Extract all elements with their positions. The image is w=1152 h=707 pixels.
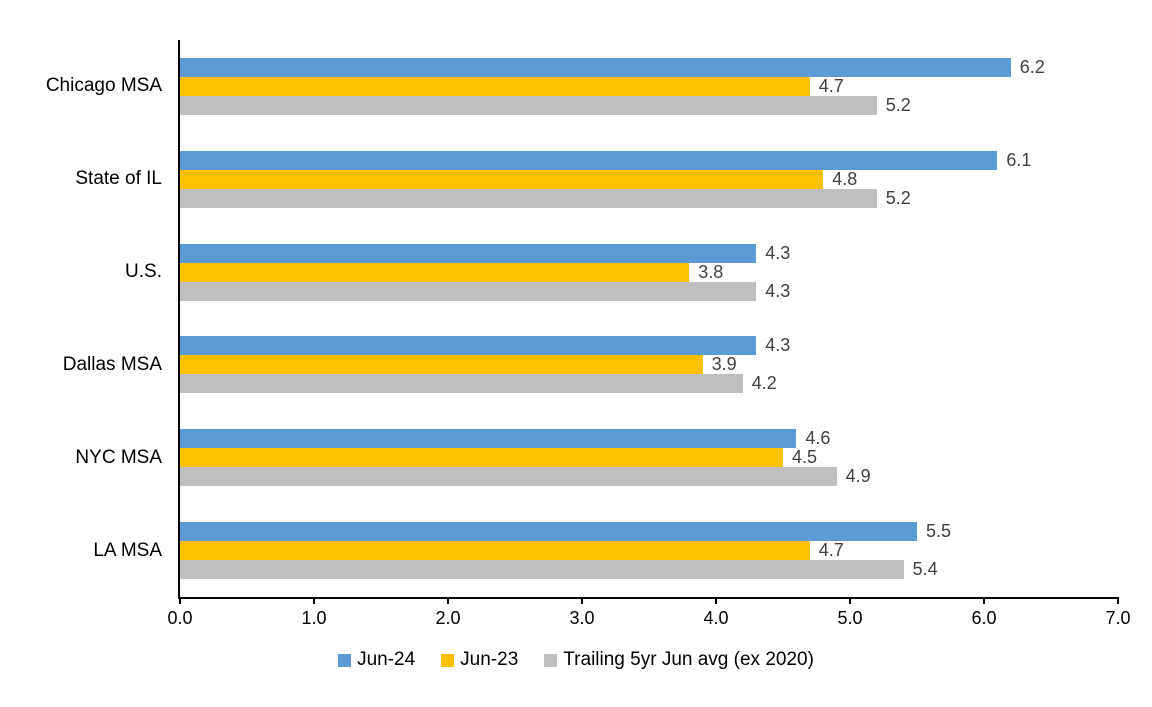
tick-mark [849,597,851,604]
data-label: 4.2 [751,373,777,394]
data-label: 6.1 [1006,149,1032,170]
bar-line: 4.3 [180,335,1118,356]
category-label: Chicago MSA [45,75,162,97]
data-label: 4.3 [765,280,791,301]
bar [180,169,824,189]
bar [180,522,917,542]
legend-label: Trailing 5yr Jun avg (ex 2020) [563,649,814,670]
tick-mark [983,597,985,604]
data-label: 5.5 [926,521,952,542]
category-axis-labels: Chicago MSA State of IL U.S. Dallas MSA NYC … [0,40,170,597]
category-label: Dallas MSA [62,353,162,375]
bar [180,262,690,282]
bar [180,243,757,263]
data-label: 4.7 [818,75,844,96]
data-label: 4.3 [765,335,791,356]
plot-area: 6.2 4.7 5.2 6.1 4.8 5.2 4.3 3.8 4.3 4.3 3.9 4.2 4.6 4… [178,40,1119,599]
bar-group: 6.1 4.8 5.2 [180,133,1118,226]
bar [180,57,1011,77]
tick-mark [447,597,449,604]
tick-label: 1.0 [301,608,327,628]
bar [180,336,757,356]
bar [180,374,743,394]
legend-label: Jun-23 [460,649,519,670]
data-label: 6.2 [1019,56,1045,77]
tick-label: 0.0 [167,608,193,628]
bar-line: 4.6 [180,428,1118,449]
data-label: 5.2 [885,94,911,115]
category-label: LA MSA [93,539,162,561]
bar-line: 6.1 [180,149,1118,170]
bar-group: 4.3 3.8 4.3 [180,226,1118,319]
bar [180,150,998,170]
x-axis: 0.0 1.0 2.0 3.0 4.0 5.0 6.0 7.0 [167,597,1131,637]
tick-mark [581,597,583,604]
legend-item: Jun-24 [338,649,415,671]
tick-mark [313,597,315,604]
tick-mark [1117,597,1119,604]
data-label: 4.7 [818,540,844,561]
data-label: 3.9 [711,354,737,375]
bar [180,95,877,115]
legend-swatch-icon [441,653,455,667]
legend-label: Jun-24 [357,649,416,670]
bar-line: 4.7 [180,75,1118,96]
bar-line: 4.3 [180,242,1118,263]
bar [180,541,810,561]
bar-group: 6.2 4.7 5.2 [180,40,1118,133]
category-label: NYC MSA [75,446,162,468]
bar [180,448,783,468]
category-label: State of IL [75,168,162,190]
bar-line: 4.7 [180,540,1118,561]
data-label: 4.5 [792,447,818,468]
legend-item: Trailing 5yr Jun avg (ex 2020) [544,649,814,671]
legend-swatch-icon [544,653,558,667]
tick-label: 3.0 [569,608,595,628]
tick-label: 6.0 [971,608,997,628]
data-label: 3.8 [698,261,724,282]
bar-line: 5.5 [180,521,1118,542]
bar-line: 5.4 [180,559,1118,580]
bar-line: 4.3 [180,280,1118,301]
data-label: 4.6 [805,428,831,449]
bar [180,281,757,301]
category-label: U.S. [125,261,162,283]
data-label: 4.8 [832,168,858,189]
bar-line: 4.2 [180,373,1118,394]
tick-mark [179,597,181,604]
bar-line: 5.2 [180,94,1118,115]
tick-mark [715,597,717,604]
data-label: 4.3 [765,242,791,263]
bar [180,188,877,208]
y-axis-line [178,40,180,599]
bar-line: 3.8 [180,261,1118,282]
bar-line: 4.5 [180,447,1118,468]
legend: Jun-24 Jun-23 Trailing 5yr Jun avg (ex 202… [0,649,1152,671]
bar [180,429,797,449]
bar [180,467,837,487]
bar-group: 5.5 4.7 5.4 [180,504,1118,597]
x-axis-line [178,597,1119,599]
data-label: 5.2 [885,187,911,208]
bar [180,76,810,96]
data-label: 4.9 [845,466,871,487]
bar-line: 3.9 [180,354,1118,375]
tick-label: 5.0 [837,608,863,628]
bar-line: 5.2 [180,187,1118,208]
bar-line: 4.9 [180,466,1118,487]
bar [180,355,703,375]
bar-line: 6.2 [180,56,1118,77]
legend-item: Jun-23 [441,649,518,671]
bar-group: 4.3 3.9 4.2 [180,319,1118,412]
bar [180,560,904,580]
bar-line: 4.8 [180,168,1118,189]
bar-group: 4.6 4.5 4.9 [180,411,1118,504]
data-label: 5.4 [912,559,938,580]
tick-label: 2.0 [435,608,461,628]
tick-label: 7.0 [1105,608,1131,628]
tick-label: 4.0 [703,608,729,628]
legend-swatch-icon [338,653,352,667]
